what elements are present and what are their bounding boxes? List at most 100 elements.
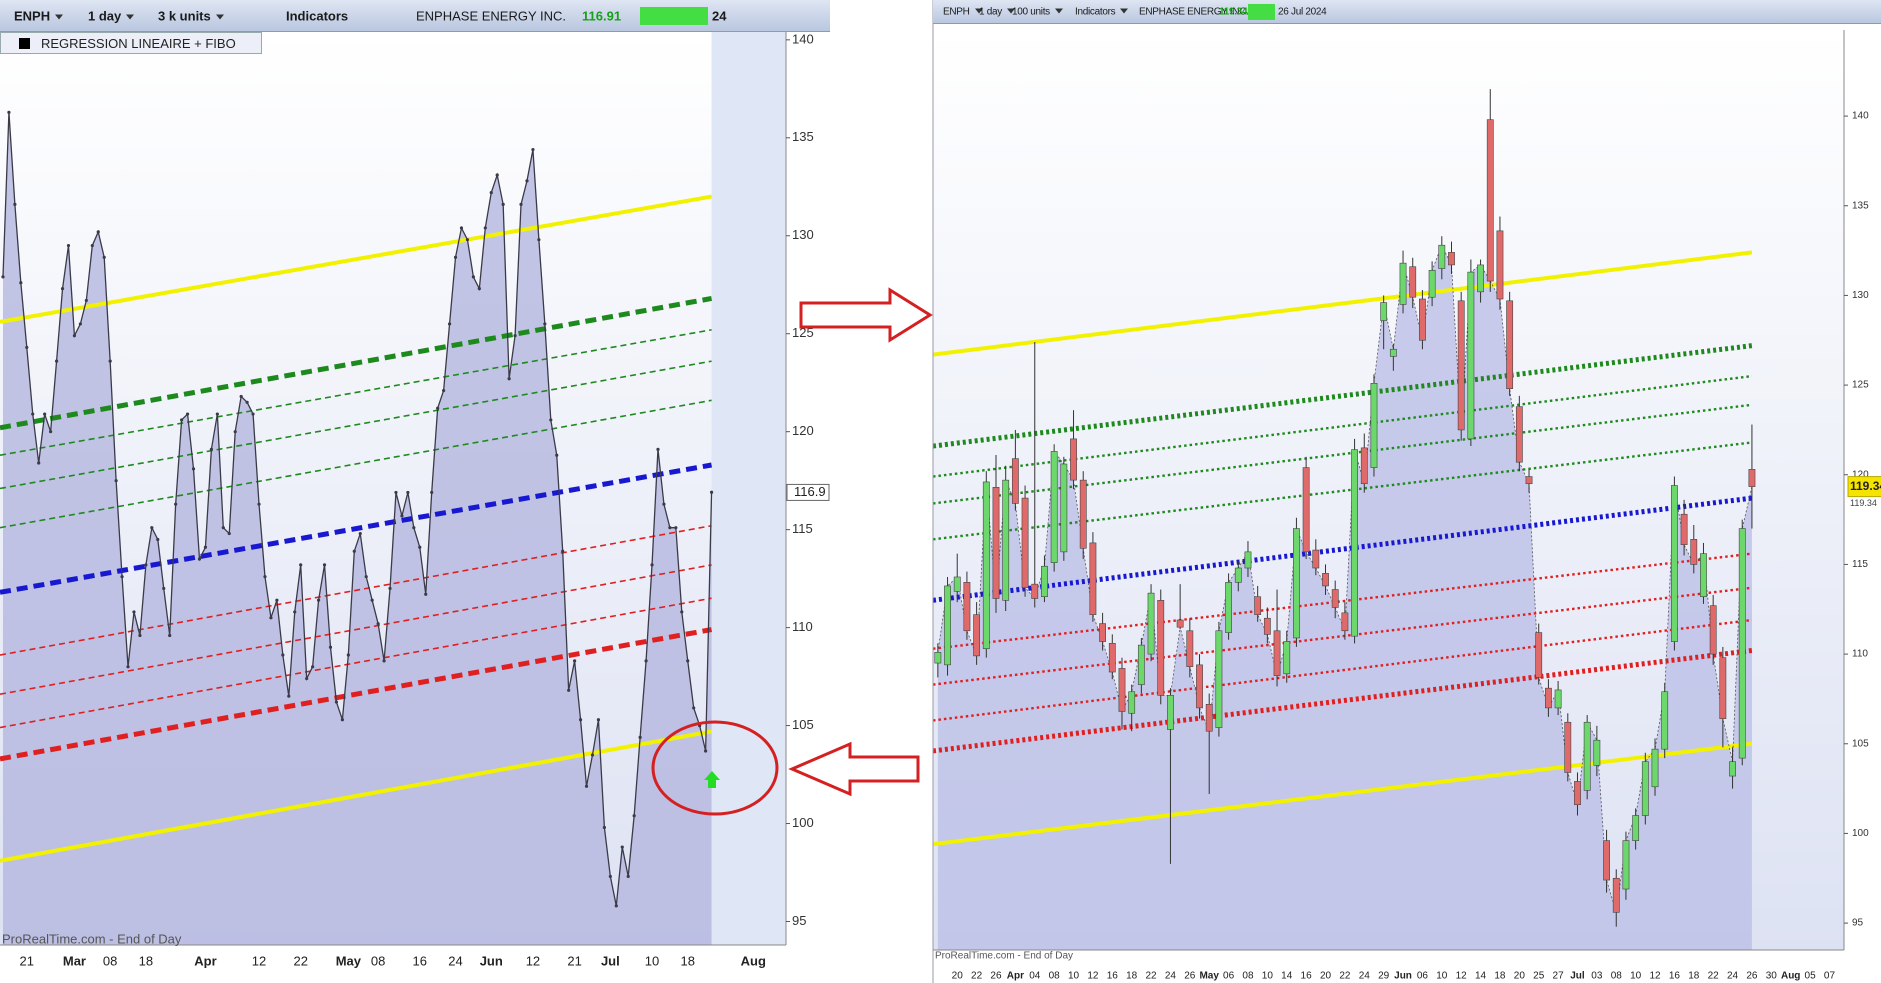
last-price: 119.34	[1219, 6, 1248, 17]
symbol-select[interactable]: ENPH	[943, 6, 983, 17]
x-tick-label: 10	[1068, 971, 1080, 982]
x-tick-label: 27	[1553, 971, 1565, 982]
price-point	[578, 718, 583, 722]
x-tick-label: 07	[1824, 971, 1836, 982]
candle-body	[1380, 302, 1388, 321]
candle-body	[1157, 599, 1165, 696]
candle-body	[1729, 761, 1736, 777]
y-tick-label: 130	[1852, 290, 1869, 301]
price-point	[150, 526, 154, 530]
x-tick-label: Jul	[1570, 971, 1585, 982]
price-point	[275, 598, 279, 602]
candle-body	[1709, 605, 1717, 655]
price-point	[132, 610, 136, 614]
price-point	[19, 281, 23, 285]
price-point	[471, 275, 475, 279]
candle-body	[1486, 119, 1494, 282]
price-point	[453, 255, 458, 259]
price-point	[668, 526, 672, 530]
candle-body	[1370, 382, 1378, 468]
instrument-name: ENPHASE ENERGY INC.	[416, 8, 567, 23]
x-tick-label: 20	[952, 971, 964, 982]
x-tick-label: 12	[1456, 971, 1468, 982]
candle-body	[1273, 630, 1281, 676]
price-point	[245, 400, 249, 404]
candle-body	[1118, 668, 1126, 712]
regression-line	[0, 564, 712, 696]
price-point	[376, 622, 380, 626]
price-point	[692, 706, 696, 710]
indicators-button[interactable]: Indicators	[1075, 6, 1128, 17]
toolbar: ENPH 1 day 3 k units Indicators ENPHASE …	[0, 0, 830, 32]
y-tick-label: 110	[1852, 649, 1868, 660]
price-point	[49, 430, 53, 434]
price-marker-label: 119.34	[1850, 479, 1881, 493]
indicators-button[interactable]: Indicators	[286, 8, 349, 23]
price-point	[549, 418, 553, 422]
y-tick-label: 125	[792, 325, 814, 340]
candle-body	[992, 487, 1000, 599]
price-point	[495, 173, 499, 177]
candle-body	[1409, 266, 1417, 298]
candle-body	[1147, 592, 1155, 655]
period-select[interactable]: 1 day	[979, 6, 1015, 17]
last-price: 116.91	[582, 8, 622, 23]
x-tick-label: 21	[567, 953, 581, 968]
y-tick-label: 95	[792, 913, 806, 928]
candle-body	[973, 614, 981, 657]
price-point	[424, 592, 428, 596]
x-tick-label: 16	[413, 953, 427, 968]
candle-body	[1690, 539, 1698, 565]
price-point	[114, 479, 118, 483]
y-tick-label: 115	[1852, 559, 1868, 570]
price-line	[2, 112, 713, 906]
price-point	[447, 322, 452, 326]
units-select[interactable]: 100 units	[1012, 6, 1063, 17]
price-point	[185, 412, 190, 416]
price-point	[1, 275, 5, 279]
price-point	[358, 531, 362, 536]
x-tick-label: 26	[1746, 971, 1758, 982]
candle-body	[1467, 271, 1475, 440]
regression-line	[932, 618, 1753, 722]
price-point	[656, 447, 660, 451]
x-tick-label: Jun	[1394, 971, 1412, 982]
regression-line	[932, 250, 1753, 357]
price-point	[221, 526, 225, 530]
price-point	[537, 238, 541, 242]
candle-body	[1535, 632, 1543, 678]
price-point	[78, 322, 82, 326]
candle-body	[1196, 664, 1203, 709]
price-marker-box	[786, 483, 830, 501]
price-point	[662, 502, 666, 506]
candle-body	[1341, 612, 1349, 632]
price-point	[227, 531, 231, 536]
candle-body	[1322, 573, 1329, 587]
price-point	[519, 202, 523, 207]
regression-line	[932, 741, 1753, 847]
candle-body	[1234, 567, 1242, 583]
candle-body	[1593, 739, 1601, 766]
period-select[interactable]: 1 day	[88, 8, 134, 23]
units-select[interactable]: 3 k units	[158, 8, 224, 23]
x-tick-label: Aug	[1781, 971, 1800, 982]
candle-body	[1545, 687, 1552, 709]
price-point	[465, 238, 470, 242]
price-point	[704, 749, 708, 753]
price-point	[287, 694, 291, 698]
candle-body	[1060, 463, 1068, 553]
candle-body	[1137, 644, 1145, 685]
candle-body	[1128, 691, 1136, 714]
price-point	[430, 490, 434, 495]
price-point	[126, 665, 130, 669]
candle-body	[1225, 582, 1232, 633]
candle-body	[1661, 691, 1669, 750]
candle-body	[1738, 528, 1746, 759]
symbol-select[interactable]: ENPH	[14, 8, 63, 23]
price-point	[632, 814, 636, 818]
y-tick-label: 135	[1852, 200, 1869, 211]
price-point	[531, 147, 535, 152]
price-point	[680, 610, 684, 614]
price-point	[620, 845, 624, 849]
price-point	[352, 549, 356, 553]
